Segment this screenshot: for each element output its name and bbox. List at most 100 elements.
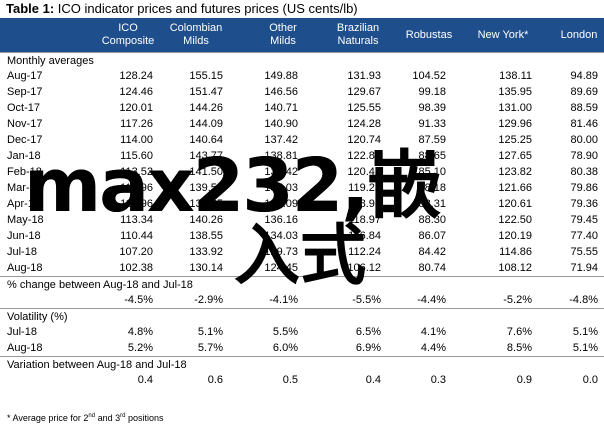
row-label: Sep-17: [7, 86, 43, 98]
table-cell: -5.2%: [503, 294, 532, 306]
table-cell: 85.10: [418, 166, 446, 178]
table-cell: 88.18: [418, 182, 446, 194]
table-cell: 134.03: [264, 230, 298, 242]
column-header-line-1: Brazilian: [336, 22, 380, 34]
table-cell: 88.30: [418, 214, 446, 226]
table-cell: 7.6%: [506, 326, 532, 338]
table-cell: 125.25: [498, 134, 532, 146]
section-heading: % change between Aug-18 and Jul-18: [0, 276, 604, 293]
table-cell: 144.09: [189, 118, 223, 130]
table-cell: 0.0: [582, 374, 598, 386]
table-cell: 125.55: [347, 102, 381, 114]
table-cell: 121.66: [498, 182, 532, 194]
footnote: * Average price for 2nd and 3rd position…: [7, 412, 163, 424]
table-row: Jan-18 115.60 143.77 138.81 122.85 88.65 127.6…: [0, 148, 604, 164]
table-cell: 120.74: [347, 134, 381, 146]
table-cell: 102.38: [119, 262, 153, 274]
table-cell: 6.9%: [355, 342, 381, 354]
table-cell: 139.25: [189, 198, 223, 210]
table-cell: 5.1%: [197, 326, 223, 338]
column-header: Other Milds: [243, 18, 323, 52]
table-cell: 149.88: [264, 70, 298, 82]
table-cell: 98.39: [418, 102, 446, 114]
row-label: Oct-17: [7, 102, 41, 114]
column-header-line-2: Composite: [101, 35, 155, 47]
table-cell: 0.9: [516, 374, 532, 386]
table-cell: 116.84: [348, 230, 381, 242]
row-label: Dec-17: [7, 134, 43, 146]
table-cell: 141.50: [189, 166, 223, 178]
table-cell: 5.1%: [572, 326, 598, 338]
table-cell: 80.38: [570, 166, 598, 178]
table-row: Dec-17 114.00 140.64 137.42 120.74 87.59 125.2…: [0, 132, 604, 148]
table-title-label: Table 1:: [6, 1, 55, 16]
table-row: Oct-17 120.01 144.26 140.71 125.55 98.39 131.0…: [0, 100, 604, 116]
row-label: May-18: [7, 214, 44, 226]
table-cell: 139.54: [189, 182, 223, 194]
footnote-prefix: * Average price for 2: [7, 413, 89, 423]
table-cell: 79.86: [570, 182, 598, 194]
table-row: Sep-17 124.46 151.47 146.56 129.67 99.18 135.9…: [0, 84, 604, 100]
table-cell: 114.86: [499, 246, 532, 258]
table-cell: 78.90: [570, 150, 598, 162]
table-cell: 75.55: [570, 246, 598, 258]
table-cell: 120.01: [119, 102, 153, 114]
volatility-row: Jul-18 4.8% 5.1% 5.5% 6.5% 4.1% 7.6% 5.1%: [0, 324, 604, 340]
table-cell: 127.65: [498, 150, 532, 162]
table-cell: 118.93: [348, 198, 381, 210]
table-cell: 4.4%: [420, 342, 446, 354]
column-header-line-1: Colombian: [169, 22, 223, 34]
footnote-suffix: positions: [125, 413, 164, 423]
column-header: New York*: [463, 18, 543, 52]
table-cell: 135.03: [264, 182, 298, 194]
table-cell: 4.8%: [127, 326, 153, 338]
section-heading: Variation between Aug-18 and Jul-18: [0, 356, 604, 373]
table-cell: 0.4: [137, 374, 153, 386]
table-cell: 117.26: [120, 118, 153, 130]
row-label: Mar-18: [7, 182, 42, 194]
table-cell: 120.19: [498, 230, 532, 242]
table-cell: -2.9%: [194, 294, 223, 306]
table-cell: -4.1%: [269, 294, 298, 306]
table-cell: 113.34: [120, 214, 153, 226]
table-cell: 155.15: [189, 70, 223, 82]
column-header: ICO Composite: [88, 18, 168, 52]
table-cell: 81.46: [570, 118, 598, 130]
table-cell: 8.5%: [506, 342, 532, 354]
table-row: May-18 113.34 140.26 136.16 118.97 88.30 122.5…: [0, 212, 604, 228]
table-row: Jul-18 107.20 133.92 129.73 112.24 84.42 114.8…: [0, 244, 604, 260]
column-header: London: [539, 18, 604, 52]
row-label: Jul-18: [7, 326, 37, 338]
table-cell: 135.95: [498, 86, 532, 98]
column-header-bar: ICO Composite Colombian Milds Other Milds Braz…: [0, 18, 604, 52]
column-header: Brazilian Naturals: [318, 18, 398, 52]
variation-row: 0.4 0.6 0.5 0.4 0.3 0.9 0.0: [0, 372, 604, 388]
table-row: Aug-17 128.24 155.15 149.88 131.93 104.52 138.…: [0, 68, 604, 84]
table-cell: 120.47: [347, 166, 381, 178]
table-cell: -4.8%: [569, 294, 598, 306]
section-heading: Monthly averages: [0, 52, 604, 69]
column-header-line-2: Naturals: [337, 35, 379, 47]
table-cell: 136.16: [264, 214, 298, 226]
table-cell: 5.1%: [572, 342, 598, 354]
footnote-sup-1: nd: [88, 413, 96, 419]
table-cell: 120.61: [498, 198, 532, 210]
row-label: Jan-18: [7, 150, 41, 162]
column-header-line-2: London: [560, 28, 598, 41]
table-cell: 144.26: [189, 102, 223, 114]
row-label: Feb-18: [7, 166, 42, 178]
table-cell: 140.26: [189, 214, 223, 226]
table-cell: 104.52: [412, 70, 446, 82]
section-heading-text: Monthly averages: [7, 55, 94, 67]
row-label: Jul-18: [7, 246, 37, 258]
table-cell: 146.56: [264, 86, 298, 98]
column-header-line-2: Robustas: [405, 28, 453, 41]
table-cell: 0.6: [207, 374, 223, 386]
table-cell: 119.28: [348, 182, 381, 194]
table-cell: 112.24: [348, 246, 381, 258]
table-cell: 88.31: [418, 198, 446, 210]
footnote-mid: and 3: [95, 413, 121, 423]
section-heading-text: Variation between Aug-18 and Jul-18: [7, 359, 187, 371]
table-cell: 91.33: [418, 118, 446, 130]
table-row: Aug-18 102.38 130.14 124.45 106.12 80.74 108.1…: [0, 260, 604, 276]
